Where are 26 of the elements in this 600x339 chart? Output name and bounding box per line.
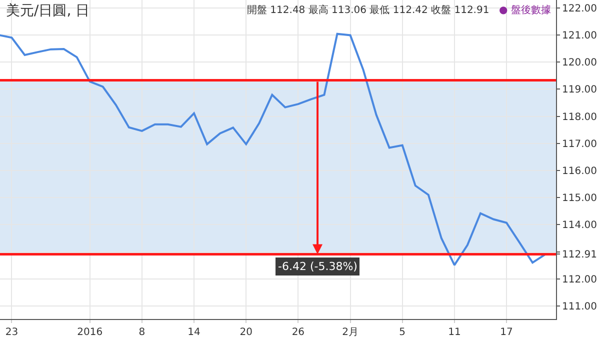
y-tick-label: 112.91	[562, 250, 597, 261]
chart-title: 美元/日圓, 日	[6, 2, 90, 19]
x-tick-label: 5	[399, 327, 406, 338]
x-tick-label: 26	[292, 327, 305, 338]
x-tick-label: 8	[138, 327, 146, 338]
x-tick-label: 23	[5, 327, 18, 338]
y-tick-label: 111.00	[562, 301, 597, 312]
y-tick-label: 122.00	[562, 3, 597, 14]
y-tick-label: 119.00	[562, 84, 597, 96]
y-tick-label: 117.00	[562, 138, 597, 150]
x-tick-label: 2月	[342, 327, 358, 338]
x-tick-label: 17	[500, 327, 513, 338]
y-tick-label: 116.00	[562, 166, 597, 177]
y-tick-label: 112.00	[562, 274, 597, 286]
y-tick-label: 114.00	[562, 220, 597, 232]
y-tick-label: 115.00	[562, 193, 597, 204]
annotation: -6.42 (-5.38%)	[278, 260, 358, 273]
x-tick-label: 11	[448, 327, 461, 338]
x-tick-label: 2016	[77, 327, 103, 338]
annotation: 開盤 112.48 最高 113.06 最低 112.42 收盤 112.91	[247, 4, 490, 16]
y-tick-label: 121.00	[562, 30, 597, 42]
y-tick-label: 118.00	[562, 112, 597, 123]
x-tick-label: 14	[188, 327, 200, 338]
annotation: ● 盤後數據	[499, 4, 551, 16]
x-tick-label: 20	[240, 327, 252, 338]
y-tick-label: 120.00	[562, 58, 597, 69]
